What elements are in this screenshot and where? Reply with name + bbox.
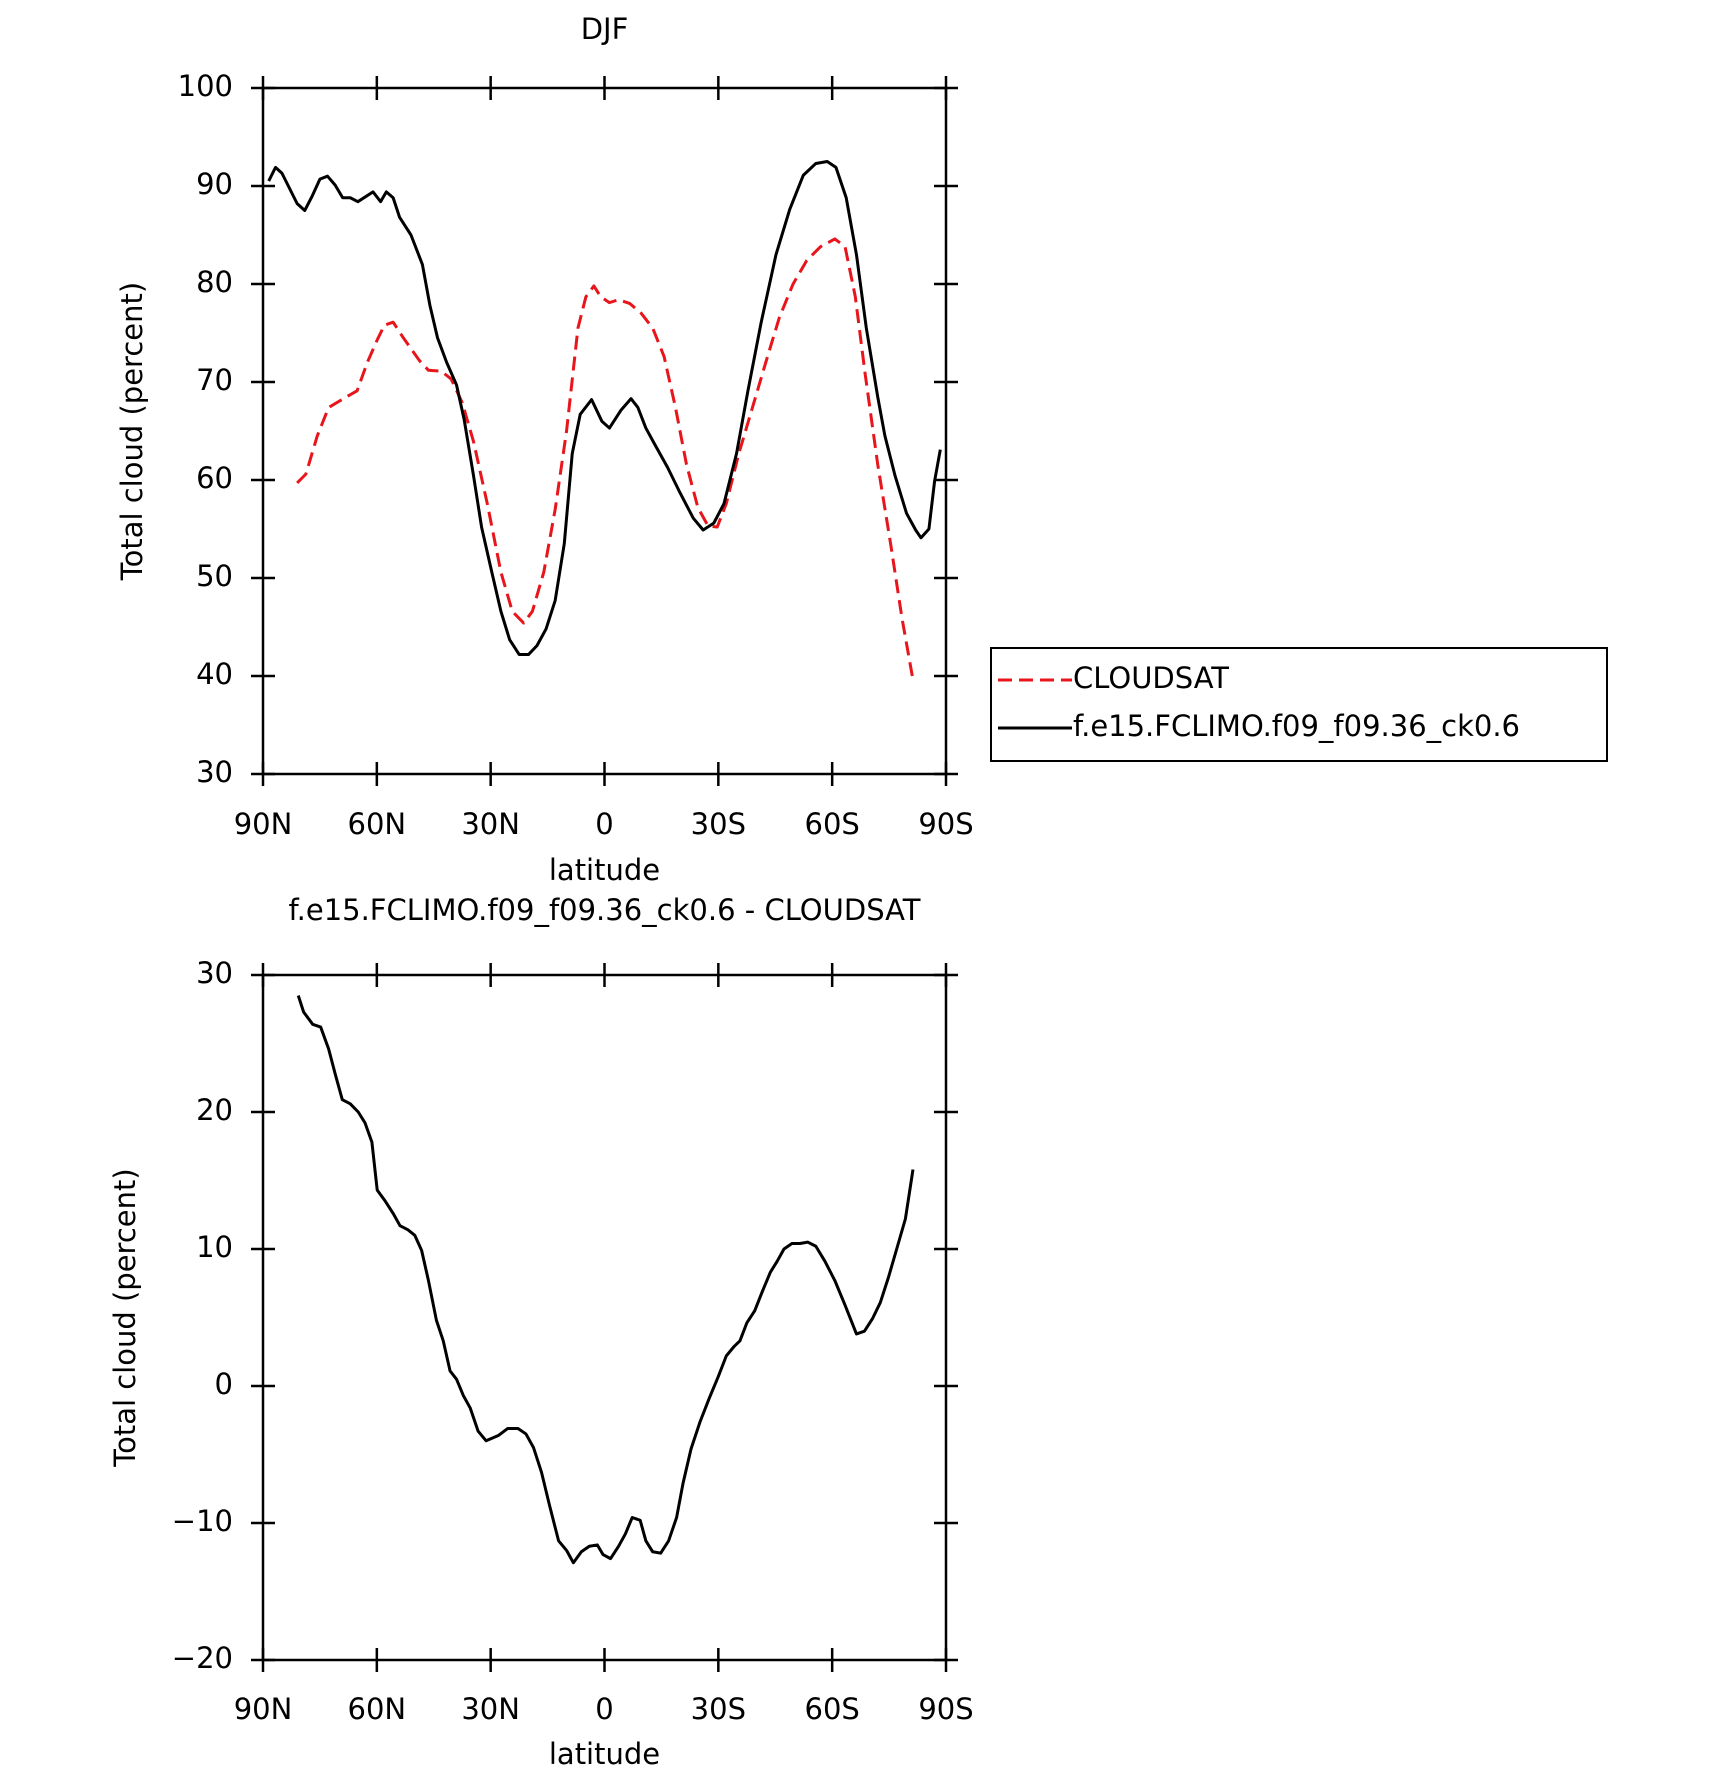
- y-tick-label: 70: [196, 363, 233, 397]
- x-tick-label: 90N: [234, 1692, 293, 1726]
- x-tick-label: 90S: [918, 1692, 973, 1726]
- x-tick-label: 30N: [461, 807, 520, 841]
- plot-frame: [261, 86, 948, 776]
- x-tick-label: 60N: [348, 807, 407, 841]
- y-axis-label: Total cloud (percent): [115, 282, 149, 581]
- x-tick-label: 30S: [691, 1692, 746, 1726]
- data-line: [296, 995, 915, 1565]
- y-tick-label: 90: [196, 167, 233, 201]
- data-line: [296, 237, 915, 681]
- y-tick-label: 0: [215, 1367, 233, 1401]
- x-tick-label: 60S: [805, 807, 860, 841]
- plot-frame: [261, 973, 948, 1662]
- x-tick-label: 60N: [348, 1692, 407, 1726]
- y-tick-label: 60: [196, 461, 233, 495]
- x-tick-label: 30N: [461, 1692, 520, 1726]
- y-tick-label: 10: [196, 1230, 233, 1264]
- x-tick-label: 90S: [918, 807, 973, 841]
- legend-label: CLOUDSAT: [1073, 661, 1229, 695]
- y-tick-label: 50: [196, 559, 233, 593]
- chart-title: f.e15.FCLIMO.f09_f09.36_ck0.6 - CLOUDSAT: [289, 893, 921, 927]
- y-tick-label: 30: [196, 755, 233, 789]
- y-tick-label: 100: [178, 69, 233, 103]
- y-tick-label: −20: [172, 1641, 233, 1675]
- x-tick-label: 0: [595, 1692, 613, 1726]
- y-tick-label: 40: [196, 657, 233, 691]
- y-axis-label: Total cloud (percent): [108, 1168, 142, 1467]
- legend-box: [990, 647, 1608, 762]
- y-tick-label: 80: [196, 265, 233, 299]
- data-line: [267, 160, 942, 656]
- legend-label: f.e15.FCLIMO.f09_f09.36_ck0.6: [1073, 709, 1520, 743]
- x-tick-label: 30S: [691, 807, 746, 841]
- y-tick-label: −10: [172, 1504, 233, 1538]
- x-tick-label: 90N: [234, 807, 293, 841]
- x-tick-label: 0: [595, 807, 613, 841]
- x-tick-label: 60S: [805, 1692, 860, 1726]
- x-axis-label: latitude: [549, 1737, 660, 1771]
- x-axis-label: latitude: [549, 853, 660, 887]
- chart-title: DJF: [581, 12, 629, 46]
- y-tick-label: 20: [196, 1093, 233, 1127]
- y-tick-label: 30: [196, 956, 233, 990]
